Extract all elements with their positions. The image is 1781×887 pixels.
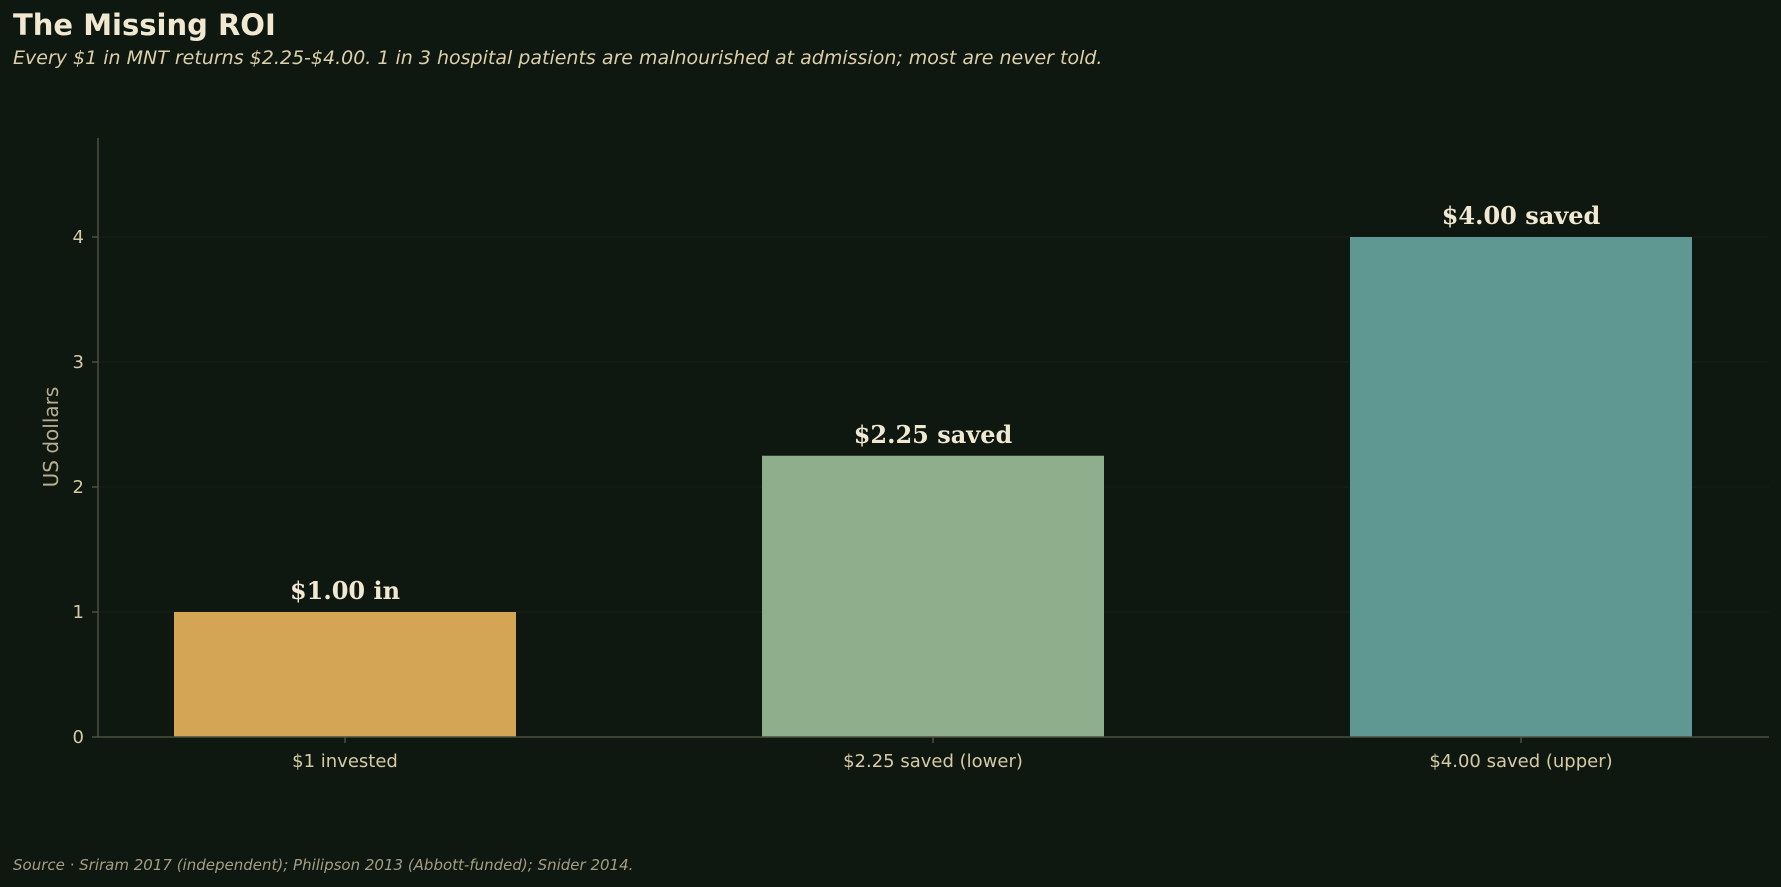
bar xyxy=(762,455,1104,737)
y-tick-label: 0 xyxy=(73,727,84,748)
chart-title: The Missing ROI xyxy=(13,8,276,42)
data-label: $2.25 saved xyxy=(854,420,1013,449)
y-tick-label: 4 xyxy=(73,227,84,248)
y-axis-label: US dollars xyxy=(39,387,63,488)
x-tick-label: $1 invested xyxy=(292,751,398,772)
source-note: Source · Sriram 2017 (independent); Phil… xyxy=(13,856,634,874)
y-tick-label: 1 xyxy=(73,602,84,623)
x-tick-label: $4.00 saved (upper) xyxy=(1429,751,1612,772)
chart-subtitle: Every $1 in MNT returns $2.25-$4.00. 1 i… xyxy=(13,47,1103,69)
data-label: $1.00 in xyxy=(290,576,400,605)
y-tick-label: 2 xyxy=(73,477,84,498)
data-label: $4.00 saved xyxy=(1442,201,1601,230)
bar xyxy=(174,612,516,737)
bar xyxy=(1350,237,1692,737)
x-tick-label: $2.25 saved (lower) xyxy=(843,751,1023,772)
y-tick-label: 3 xyxy=(73,352,84,373)
